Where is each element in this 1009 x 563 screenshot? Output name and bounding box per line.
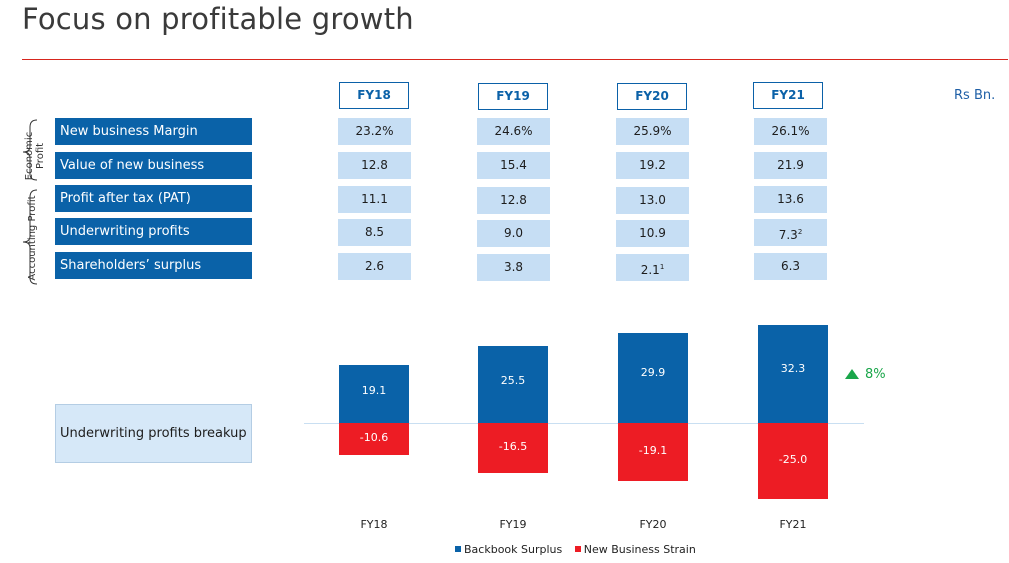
bar-label-backbook-surplus: 19.1 xyxy=(361,384,387,398)
bar-label-new-business-strain: -10.6 xyxy=(359,431,389,444)
group-brackets xyxy=(22,119,38,285)
year-header-fy21: FY21 xyxy=(753,82,823,109)
bar-new-business-strain-fy20 xyxy=(618,423,688,481)
row-label-shareholders-surplus: Shareholders’ surplus xyxy=(55,252,252,279)
growth-annotation: 8% xyxy=(845,367,886,382)
bar-backbook-surplus-fy18 xyxy=(339,365,409,423)
table-cell: 8.5 xyxy=(338,219,411,246)
legend-swatch-strain xyxy=(574,546,581,552)
x-axis-label: FY19 xyxy=(499,518,527,531)
table-cell: 24.6% xyxy=(477,118,550,145)
x-axis-label: FY18 xyxy=(360,518,388,531)
bar-new-business-strain-fy21 xyxy=(758,423,828,499)
table-cell: 12.8 xyxy=(338,152,411,179)
chart-legend: Backbook Surplus New Business Strain xyxy=(455,543,705,556)
table-cell: 10.9 xyxy=(616,220,689,247)
up-arrow-icon xyxy=(845,369,859,379)
accounting-bracket xyxy=(22,189,38,285)
table-cell: 12.8 xyxy=(477,187,550,214)
growth-value: 8% xyxy=(865,367,886,382)
legend-item-strain: New Business Strain xyxy=(574,543,696,556)
legend-swatch-backbook xyxy=(455,546,461,552)
year-header-fy19: FY19 xyxy=(478,83,548,110)
table-cell: 13.6 xyxy=(754,186,827,213)
economic-profit-label: Economic Profit xyxy=(24,131,46,181)
economic-bracket xyxy=(22,119,38,181)
bar-backbook-surplus-fy21 xyxy=(758,325,828,423)
table-cell: 2.11 xyxy=(616,254,689,281)
table-cell: 9.0 xyxy=(477,220,550,247)
table-cell: 13.0 xyxy=(616,187,689,214)
table-cell: 15.4 xyxy=(477,152,550,179)
bar-backbook-surplus-fy20 xyxy=(618,332,688,423)
bar-label-new-business-strain: -19.1 xyxy=(638,443,668,457)
legend-item-backbook: Backbook Surplus xyxy=(455,543,562,556)
bar-label-backbook-surplus: 29.9 xyxy=(640,366,666,380)
footnote-marker: 1 xyxy=(659,263,665,271)
title-divider xyxy=(22,59,1008,60)
bar-label-new-business-strain: -25.0 xyxy=(778,452,808,466)
page-title: Focus on profitable growth xyxy=(22,2,414,36)
x-axis-label: FY21 xyxy=(779,518,807,531)
table-cell: 2.6 xyxy=(338,253,411,280)
table-cell: 26.1% xyxy=(754,118,827,145)
bar-label-backbook-surplus: 32.3 xyxy=(780,362,806,376)
footnote-marker: 2 xyxy=(797,228,803,236)
bar-label-new-business-strain: -16.5 xyxy=(498,439,528,453)
table-cell: 19.2 xyxy=(616,152,689,179)
year-header-fy20: FY20 xyxy=(617,83,687,110)
row-label-pat: Profit after tax (PAT) xyxy=(55,185,252,212)
unit-label: Rs Bn. xyxy=(954,88,996,103)
table-cell: 6.3 xyxy=(754,253,827,280)
row-label-underwriting-profits: Underwriting profits xyxy=(55,218,252,245)
chart-zero-axis xyxy=(304,423,864,424)
table-cell: 7.32 xyxy=(754,219,827,246)
row-label-value-of-new-business: Value of new business xyxy=(55,152,252,179)
table-cell: 3.8 xyxy=(477,254,550,281)
table-cell: 11.1 xyxy=(338,186,411,213)
table-cell: 25.9% xyxy=(616,118,689,145)
bar-backbook-surplus-fy19 xyxy=(478,345,548,423)
bar-label-backbook-surplus: 25.5 xyxy=(500,373,526,387)
underwriting-breakup-label: Underwriting profits breakup xyxy=(55,404,252,463)
x-axis-label: FY20 xyxy=(639,518,667,531)
accounting-profit-label: Accounting Profit xyxy=(27,195,38,281)
row-label-new-business-margin: New business Margin xyxy=(55,118,252,145)
table-cell: 21.9 xyxy=(754,152,827,179)
bar-new-business-strain-fy19 xyxy=(478,423,548,473)
year-header-fy18: FY18 xyxy=(339,82,409,109)
bar-new-business-strain-fy18 xyxy=(339,423,409,455)
table-cell: 23.2% xyxy=(338,118,411,145)
